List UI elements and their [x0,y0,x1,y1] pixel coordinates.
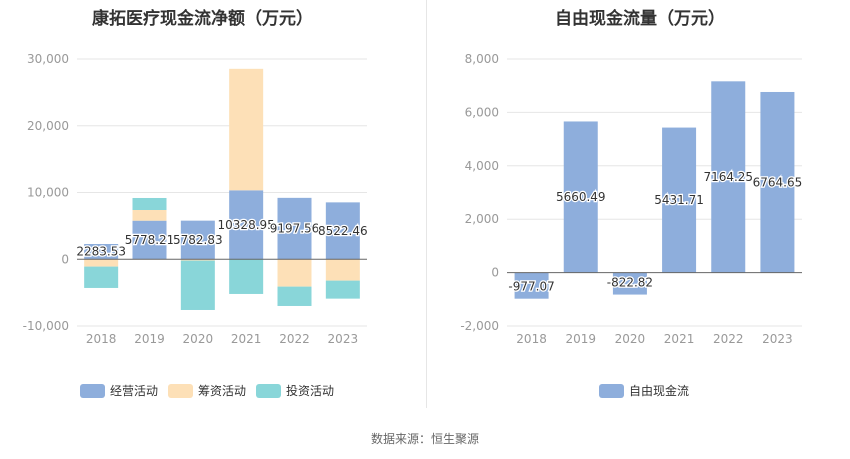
left-data-label: 2283.53 [76,245,126,259]
left-bar-operating [325,202,360,260]
right-xtick-label: 2018 [516,332,547,346]
right-data-label: 6764.65 [753,175,803,189]
right-bar-fcf [662,127,697,273]
left-bar-operating [132,220,167,260]
right-chart-title: 自由现金流量（万元） [555,9,725,29]
left-bar-financing [277,259,312,287]
left-ytick-label: -10,000 [23,319,69,333]
left-xtick-label: 2019 [134,332,165,346]
left-data-label: 8522.46 [318,224,368,238]
right-bar-fcf [563,121,598,273]
left-bar-investing [229,259,264,294]
left-ytick-label: 10,000 [27,186,69,200]
left-xtick-label: 2021 [231,332,262,346]
right-ytick-label: -2,000 [460,319,499,333]
left-bar-financing [325,259,360,281]
legend-item-fcf[interactable]: 自由现金流 [599,382,689,399]
left-bar-investing [325,280,360,299]
right-bar-fcf [514,272,549,299]
left-data-label: 10328.95 [218,218,275,232]
legend-item-financing[interactable]: 筹资活动 [168,382,246,399]
right-xtick-label: 2023 [762,332,793,346]
left-xtick-label: 2023 [328,332,359,346]
right-bar-fcf [612,272,647,295]
right-bar-fcf [711,81,746,273]
right-legend: 自由现金流 [599,382,699,399]
right-bar-fcf [760,91,795,273]
left-bar-investing [132,197,167,211]
legend-label-investing: 投资活动 [286,384,335,398]
data-source-note: 数据来源：恒生聚源 [370,432,479,446]
left-data-label: 5782.83 [173,233,223,247]
left-data-label: 9197.56 [270,222,320,236]
left-bar-investing [277,286,312,306]
legend-item-operating[interactable]: 经营活动 [80,382,158,399]
left-bar-financing [84,259,119,267]
left-bar-investing [180,260,215,310]
left-bar-operating [229,190,264,260]
legend-label-financing: 筹资活动 [198,384,247,398]
left-ytick-label: 0 [61,252,69,266]
left-bar-operating [180,220,215,260]
legend-label-fcf: 自由现金流 [629,384,690,398]
left-xtick-label: 2022 [279,332,310,346]
right-xtick-label: 2021 [664,332,695,346]
left-bar-operating [84,244,119,260]
right-ytick-label: 6,000 [465,105,499,119]
left-bar-financing [180,259,215,261]
left-xtick-label: 2018 [86,332,117,346]
legend-item-investing[interactable]: 投资活动 [256,382,334,399]
right-data-label: 5660.49 [556,190,606,204]
right-data-label: 7164.25 [703,170,753,184]
right-data-label: 5431.71 [654,193,704,207]
right-data-label: -977.07 [508,280,554,294]
left-bar-investing [84,266,119,288]
right-ytick-label: 8,000 [465,52,499,66]
right-xtick-label: 2020 [615,332,646,346]
right-ytick-label: 4,000 [465,159,499,173]
legend-swatch-investing [256,383,282,398]
legend-swatch-financing [168,383,194,398]
legend-label-operating: 经营活动 [110,384,159,398]
right-xtick-label: 2022 [713,332,744,346]
left-ytick-label: 30,000 [27,52,69,66]
left-bar-financing [132,210,167,221]
left-ytick-label: 20,000 [27,119,69,133]
left-chart-title: 康拓医疗现金流净额（万元） [92,9,313,29]
legend-swatch-operating [80,383,105,398]
left-bar-financing [229,68,264,191]
left-data-label: 5778.21 [125,233,175,247]
legend-swatch-fcf [599,383,624,398]
panel-divider [426,0,427,408]
left-legend: 经营活动 筹资活动 投资活动 [80,382,344,399]
right-xtick-label: 2019 [565,332,596,346]
right-ytick-label: 2,000 [465,212,499,226]
right-data-label: -822.82 [607,276,653,290]
left-xtick-label: 2020 [183,332,214,346]
left-bar-operating [277,197,312,260]
right-ytick-label: 0 [491,266,499,280]
